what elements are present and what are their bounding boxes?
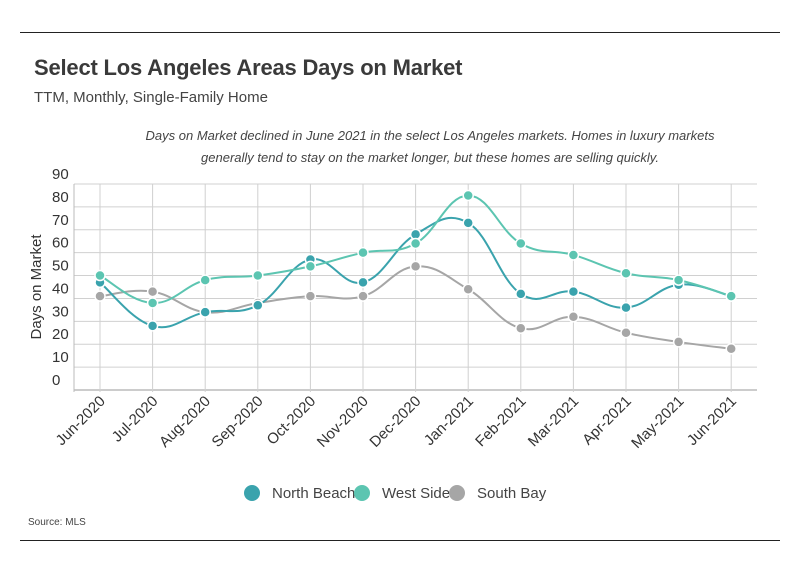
annotation-line-1: Days on Market declined in June 2021 in … (145, 128, 715, 143)
chart-legend: North Beach West Side South Bay (244, 485, 547, 502)
legend-item-north-beach: North Beach (244, 485, 355, 502)
data-point (409, 237, 422, 250)
x-tick-label: May-2021 (628, 393, 687, 452)
legend-label: West Side (382, 485, 450, 502)
chart-subtitle: TTM, Monthly, Single-Family Home (34, 89, 268, 106)
y-tick-label: 40 (52, 280, 69, 297)
legend-marker (449, 485, 465, 501)
data-point (620, 301, 632, 314)
legend-item-west-side: West Side (354, 485, 450, 502)
x-tick-label: Sep-2020 (209, 393, 267, 451)
data-point (199, 274, 211, 286)
data-point (515, 237, 527, 250)
chart-series (94, 189, 737, 355)
x-tick-label: Aug-2020 (156, 393, 214, 451)
data-point (146, 297, 159, 309)
data-point (357, 246, 369, 259)
y-tick-label: 70 (52, 212, 69, 229)
legend-marker (354, 485, 370, 501)
source-note: Source: MLS (28, 517, 86, 528)
y-tick-label: 80 (52, 189, 69, 206)
legend-label: South Bay (477, 485, 547, 502)
x-tick-label: Mar-2021 (525, 393, 582, 450)
y-axis-ticks: 0 10 20 30 40 50 60 70 80 90 (52, 166, 69, 389)
x-tick-label: Jun-2020 (53, 393, 109, 449)
x-axis-ticks: Jun-2020 Jul-2020Aug-2020Sep-2020Oct-2020… (53, 393, 740, 452)
x-tick-label: Jul-2020 (109, 393, 162, 446)
data-point (304, 260, 317, 273)
series-west-side (94, 189, 737, 309)
data-point (252, 269, 264, 282)
y-axis-label: Days on Market (28, 234, 45, 340)
x-tick-label: Jun-2021 (684, 393, 740, 449)
y-tick-label: 20 (52, 326, 69, 343)
legend-label: North Beach (272, 485, 355, 502)
data-point (462, 283, 474, 296)
legend-item-south-bay: South Bay (449, 485, 547, 502)
data-point (94, 290, 106, 302)
data-point (515, 288, 527, 300)
chart-annotation: Days on Market declined in June 2021 in … (100, 125, 760, 169)
data-point (567, 311, 580, 323)
data-point (199, 306, 211, 318)
data-point (409, 260, 422, 273)
chart-grid (73, 183, 757, 392)
data-point (672, 274, 685, 286)
x-tick-label: Oct-2020 (264, 393, 320, 449)
data-point (620, 327, 632, 339)
y-tick-label: 30 (52, 303, 69, 320)
data-point (462, 189, 474, 202)
x-tick-label: Dec-2020 (366, 393, 424, 451)
data-point (146, 320, 159, 332)
data-point (357, 276, 369, 289)
data-point (146, 285, 159, 298)
chart-title: Select Los Angeles Areas Days on Market (34, 55, 463, 80)
data-point (304, 290, 317, 302)
x-tick-label: Apr-2021 (579, 393, 635, 449)
x-tick-label: Nov-2020 (314, 393, 372, 451)
y-tick-label: 90 (52, 166, 69, 183)
x-tick-label: Feb-2021 (472, 393, 529, 450)
data-point (567, 285, 580, 298)
y-tick-label: 50 (52, 258, 69, 275)
y-tick-label: 60 (52, 235, 69, 252)
data-point (620, 267, 632, 280)
data-point (725, 343, 737, 355)
data-point (94, 269, 106, 282)
legend-marker (244, 485, 260, 501)
data-point (252, 299, 264, 312)
y-tick-label: 0 (52, 372, 60, 389)
data-point (515, 322, 527, 334)
data-point (462, 217, 474, 229)
top-rule (20, 32, 780, 33)
data-point (672, 336, 685, 348)
x-tick-label: Jan-2021 (421, 393, 477, 449)
data-point (567, 249, 580, 261)
data-point (357, 290, 369, 302)
annotation-line-2: generally tend to stay on the market lon… (201, 150, 659, 165)
bottom-rule (20, 540, 780, 541)
y-tick-label: 10 (52, 349, 69, 366)
data-point (725, 290, 737, 302)
